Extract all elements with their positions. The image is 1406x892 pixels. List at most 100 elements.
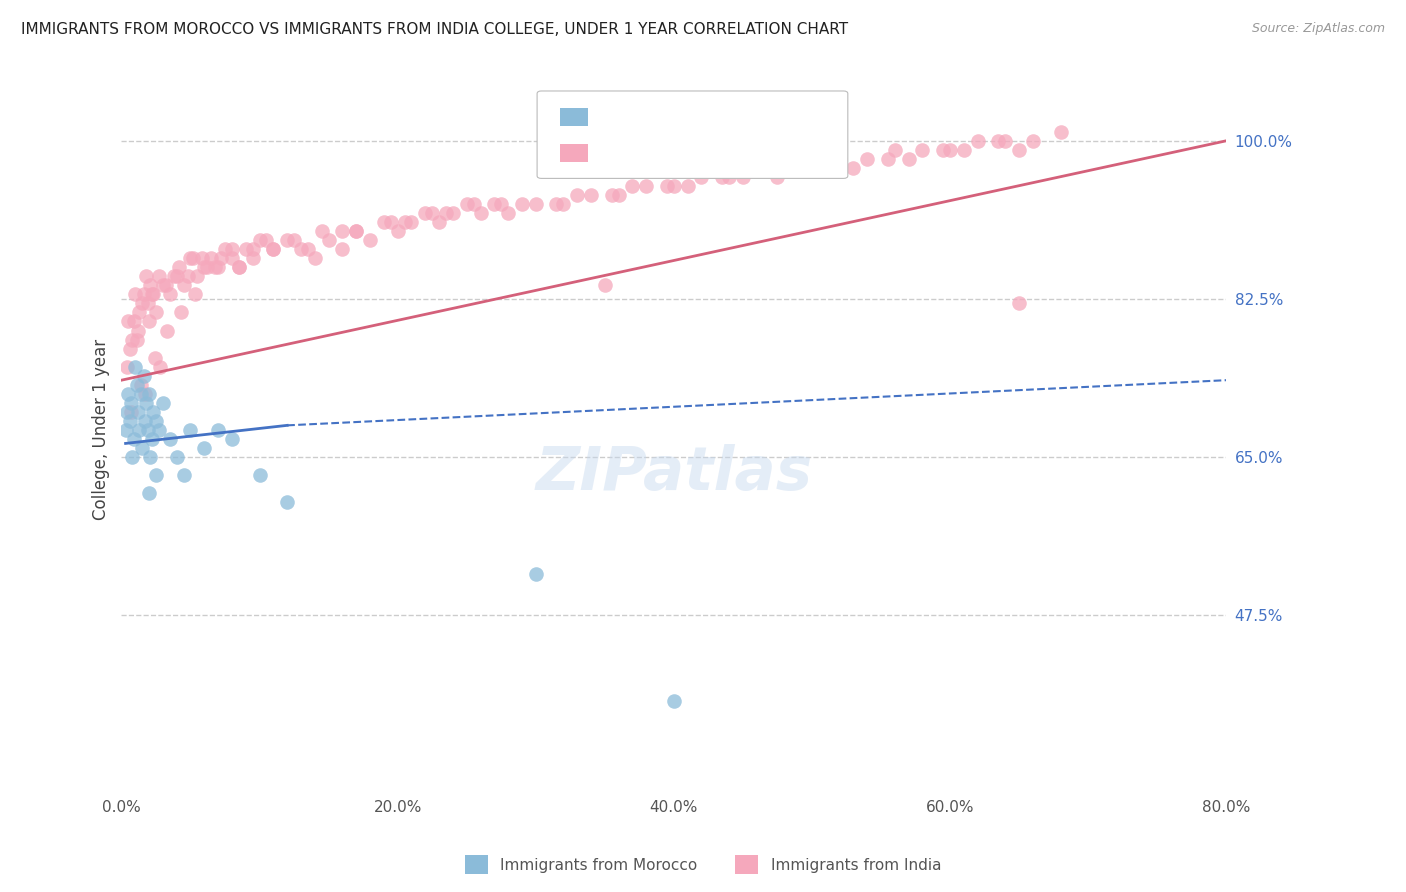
Point <box>117 386 139 401</box>
Point <box>129 386 152 401</box>
Point <box>145 414 167 428</box>
Point <box>489 197 512 211</box>
Point <box>121 450 143 464</box>
Point <box>204 260 226 275</box>
Point <box>183 287 205 301</box>
Point <box>117 314 139 328</box>
Point <box>318 233 340 247</box>
Point <box>484 197 506 211</box>
Point <box>579 188 602 202</box>
Point <box>655 178 678 193</box>
Point <box>567 188 589 202</box>
Point <box>136 423 159 437</box>
Point <box>1049 125 1071 139</box>
Point <box>662 694 685 708</box>
Point <box>856 152 879 166</box>
Point <box>242 251 264 265</box>
Point <box>143 351 166 365</box>
Point <box>731 169 754 184</box>
Point <box>127 405 149 419</box>
Point <box>766 169 789 184</box>
Text: ZIPatlas: ZIPatlas <box>536 443 813 503</box>
Point <box>387 224 409 238</box>
Point <box>135 269 157 284</box>
Point <box>159 287 181 301</box>
Point <box>115 359 138 374</box>
Point <box>262 242 284 256</box>
Point <box>139 278 162 293</box>
Point <box>249 233 271 247</box>
Point <box>413 206 436 220</box>
Point <box>159 432 181 446</box>
Point <box>169 260 191 275</box>
Point <box>427 215 450 229</box>
Point <box>380 215 402 229</box>
Point <box>207 423 229 437</box>
Y-axis label: College, Under 1 year: College, Under 1 year <box>93 339 110 520</box>
Point <box>249 468 271 483</box>
Point <box>166 450 188 464</box>
Point <box>932 143 955 157</box>
Point <box>607 188 630 202</box>
Point <box>148 423 170 437</box>
Point <box>186 269 208 284</box>
Point <box>156 324 179 338</box>
Point <box>510 197 533 211</box>
Point <box>546 197 568 211</box>
Point <box>221 242 243 256</box>
Point <box>621 178 644 193</box>
Point <box>344 224 367 238</box>
Point <box>953 143 976 157</box>
Point <box>131 441 153 455</box>
Legend: Immigrants from Morocco, Immigrants from India: Immigrants from Morocco, Immigrants from… <box>458 849 948 880</box>
Point <box>115 405 138 419</box>
Point <box>131 296 153 310</box>
Point <box>228 260 250 275</box>
Point <box>141 287 163 301</box>
Point <box>163 269 186 284</box>
Point <box>148 269 170 284</box>
Point <box>1008 296 1031 310</box>
Point <box>344 224 367 238</box>
Point <box>966 134 988 148</box>
Point <box>828 152 851 166</box>
Point <box>496 206 519 220</box>
Text: R = 0.036   N =  37: R = 0.036 N = 37 <box>599 109 765 124</box>
Point <box>179 423 201 437</box>
Point <box>121 333 143 347</box>
Point <box>135 396 157 410</box>
Point <box>122 314 145 328</box>
Point <box>994 134 1017 148</box>
Point <box>773 161 796 175</box>
Point <box>142 287 165 301</box>
Point <box>132 368 155 383</box>
Point <box>242 242 264 256</box>
Point <box>124 287 146 301</box>
Point <box>877 152 900 166</box>
Point <box>132 287 155 301</box>
Point <box>134 386 156 401</box>
Point <box>745 161 768 175</box>
Point <box>124 359 146 374</box>
Point <box>207 260 229 275</box>
Point <box>911 143 934 157</box>
Point <box>821 161 844 175</box>
Point <box>120 405 142 419</box>
Point <box>136 296 159 310</box>
Text: IMMIGRANTS FROM MOROCCO VS IMMIGRANTS FROM INDIA COLLEGE, UNDER 1 YEAR CORRELATI: IMMIGRANTS FROM MOROCCO VS IMMIGRANTS FR… <box>21 22 848 37</box>
Point <box>394 215 416 229</box>
Point <box>179 251 201 265</box>
Point <box>139 450 162 464</box>
Point <box>120 396 142 410</box>
Point <box>125 377 148 392</box>
Point <box>897 152 920 166</box>
Point <box>297 242 319 256</box>
Point <box>138 314 160 328</box>
Point <box>690 169 713 184</box>
Point <box>127 324 149 338</box>
Point <box>221 251 243 265</box>
Point <box>1008 143 1031 157</box>
Point <box>711 169 734 184</box>
Point <box>276 495 298 509</box>
Point <box>209 251 232 265</box>
